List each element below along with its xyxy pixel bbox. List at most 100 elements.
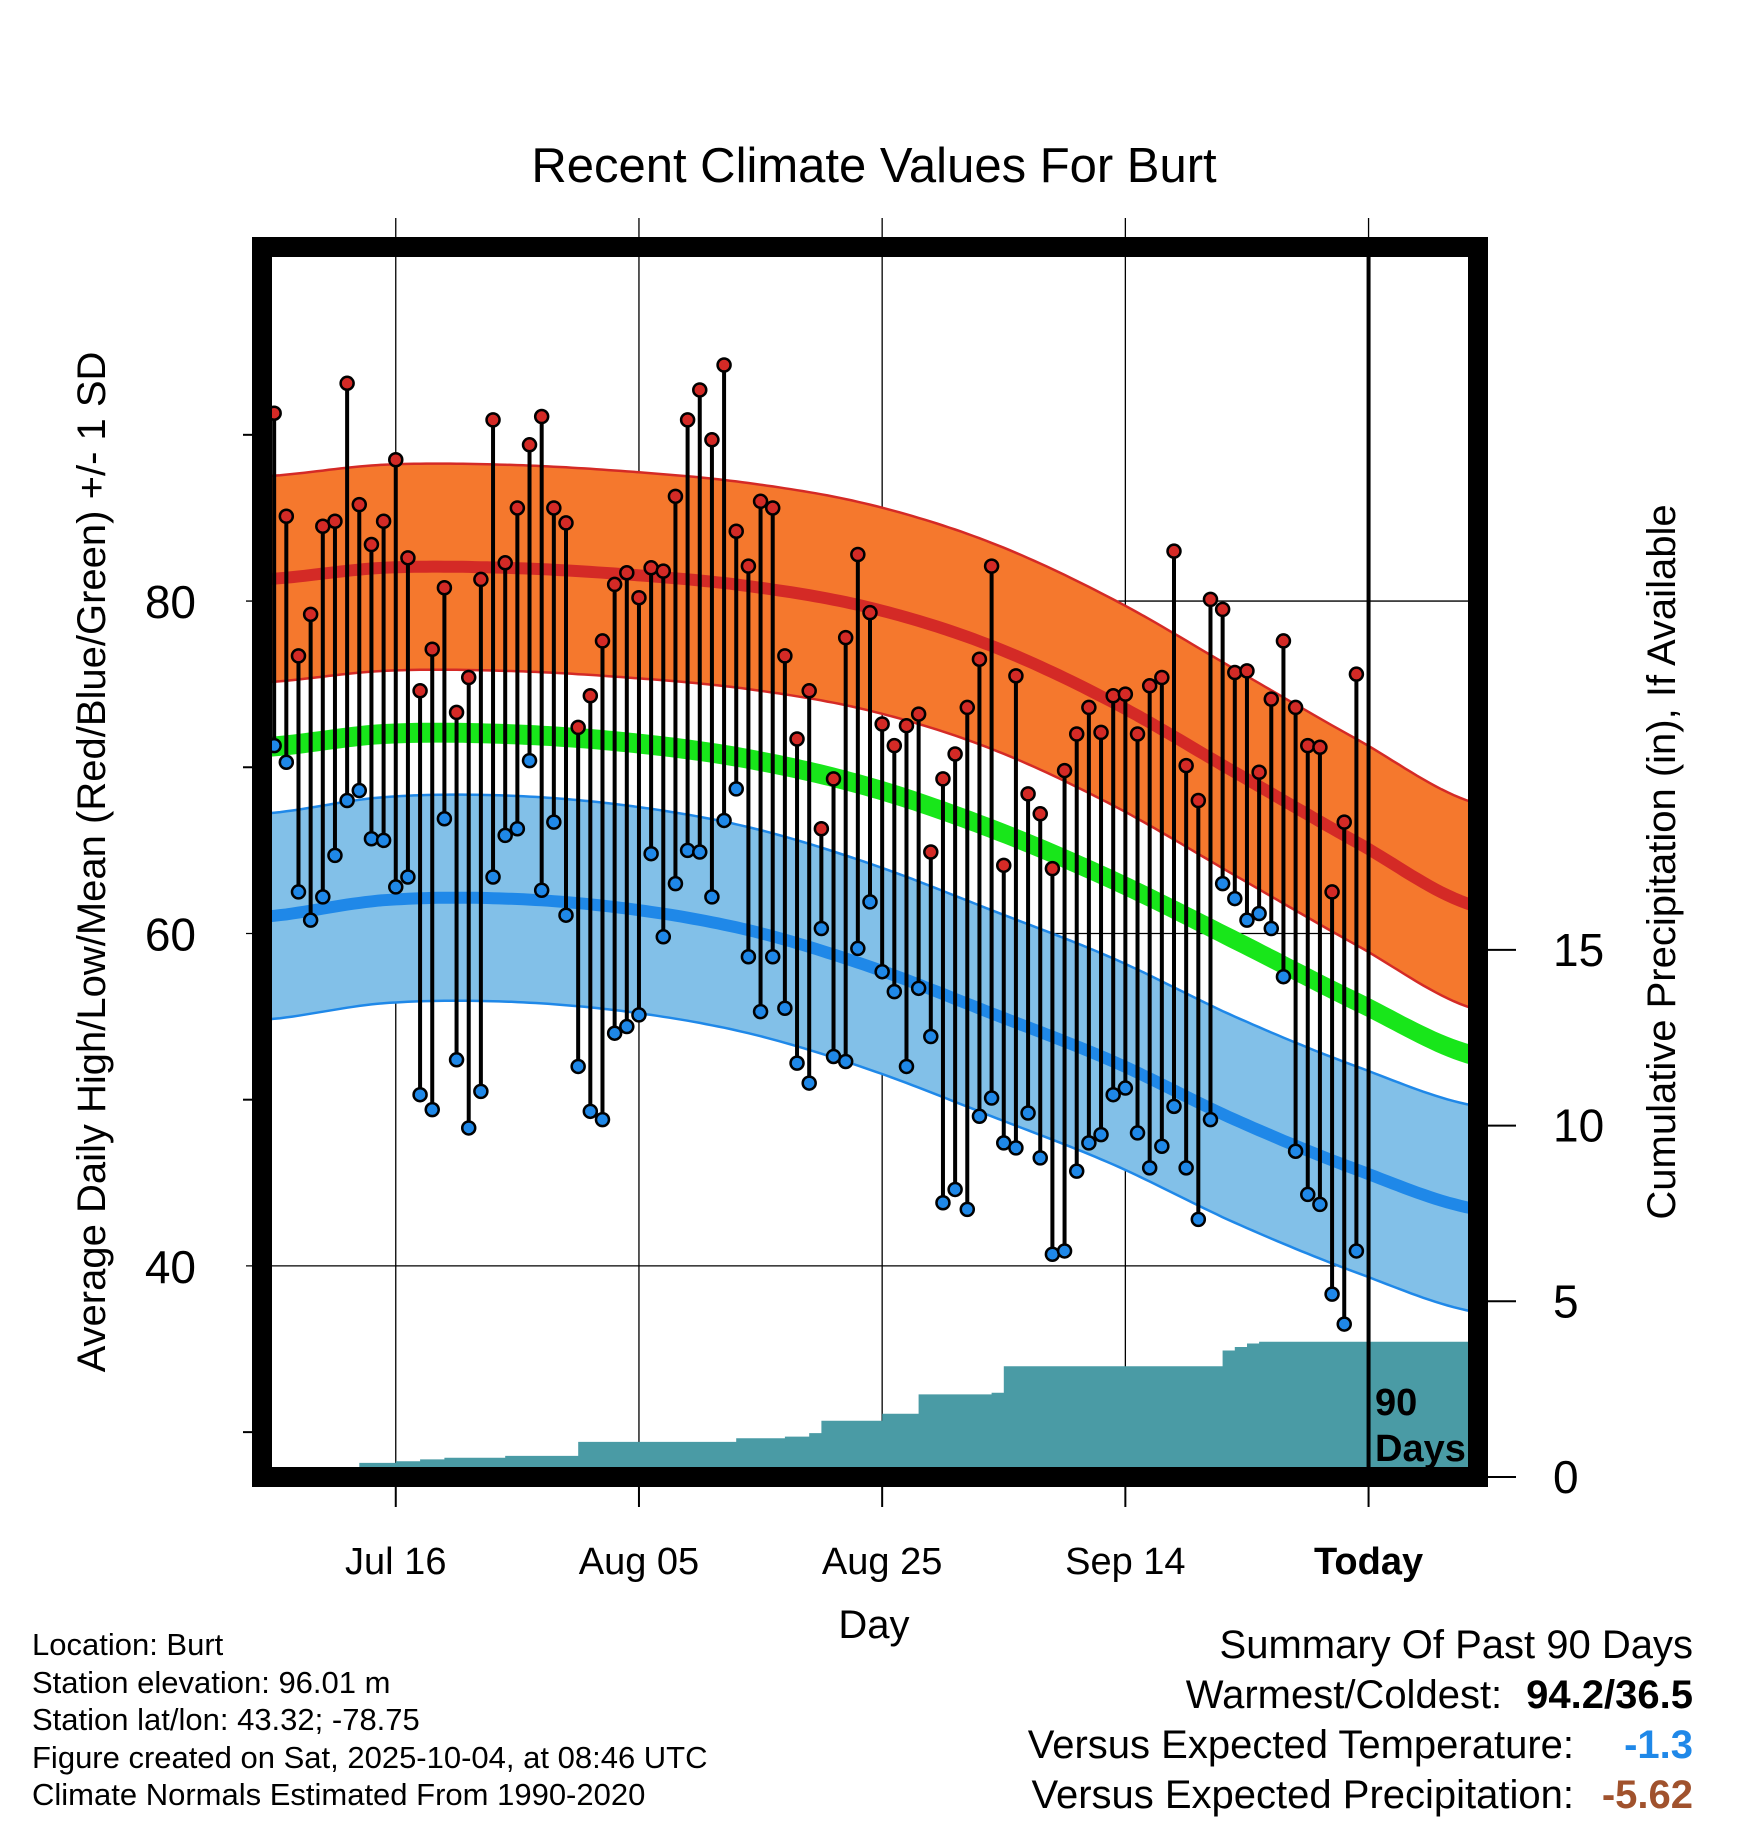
daily-high-point xyxy=(521,437,538,453)
daily-high-point xyxy=(1081,699,1097,716)
daily-high-point xyxy=(582,688,599,704)
daily-low-point xyxy=(497,827,513,844)
daily-low-point xyxy=(1178,1160,1194,1176)
daily-low-point xyxy=(910,980,927,997)
daily-low-point xyxy=(412,1086,428,1103)
x-tick-label: Sep 14 xyxy=(1065,1541,1185,1583)
daily-high-point xyxy=(619,565,635,581)
daily-high-point xyxy=(1300,737,1316,754)
daily-high-point xyxy=(1032,806,1048,822)
daily-high-point xyxy=(1020,786,1036,802)
summary-panel: Summary Of Past 90 Days Warmest/Coldest:… xyxy=(1028,1620,1693,1820)
daily-low-point xyxy=(862,894,878,910)
daily-low-point xyxy=(935,1194,951,1211)
daily-low-point xyxy=(874,963,890,980)
daily-high-point xyxy=(485,412,501,428)
y2-tick-label: 15 xyxy=(1553,924,1604,976)
summary-warmest-coldest: Warmest/Coldest: 94.2/36.5 xyxy=(1028,1670,1693,1720)
daily-low-point xyxy=(448,1052,465,1068)
daily-high-point xyxy=(1348,666,1365,682)
x-tick-label: Aug 25 xyxy=(822,1541,942,1583)
y-tick-label: 40 xyxy=(145,1241,196,1293)
daily-low-point xyxy=(485,869,501,885)
daily-high-point xyxy=(1202,591,1219,608)
daily-high-point xyxy=(558,515,574,531)
daily-low-point xyxy=(983,1090,1000,1106)
daily-low-point xyxy=(704,889,720,905)
daily-high-point xyxy=(327,513,343,530)
daily-high-point xyxy=(837,629,854,646)
summary-precipitation: Versus Expected Precipitation: -5.62 xyxy=(1028,1770,1693,1820)
daily-low-point xyxy=(971,1108,988,1125)
daily-high-point xyxy=(996,857,1012,874)
daily-high-point xyxy=(302,606,319,623)
daily-low-point xyxy=(327,847,343,864)
x-tick-label: Jul 16 xyxy=(345,1541,446,1583)
axes: Jul 16 Aug 05 Aug 25 Sep 14 Today 40 60 80 0 5 10 1… xyxy=(145,433,1604,1583)
daily-high-point xyxy=(497,555,513,571)
daily-low-point xyxy=(1190,1211,1207,1228)
warmest-coldest-value: 94.2/36.5 xyxy=(1526,1673,1693,1717)
daily-low-point xyxy=(363,830,380,847)
daily-high-point xyxy=(1044,860,1061,877)
daily-low-point xyxy=(1117,1080,1134,1096)
daily-low-point xyxy=(1227,890,1243,907)
daily-high-point xyxy=(473,571,489,588)
daily-high-point xyxy=(1154,669,1170,686)
daily-high-point xyxy=(1178,757,1194,774)
daily-low-point xyxy=(1166,1098,1182,1115)
daily-high-point xyxy=(704,432,720,448)
daily-low-point xyxy=(570,1058,586,1075)
daily-low-point xyxy=(837,1053,854,1070)
daily-high-point xyxy=(728,523,744,539)
daily-high-point xyxy=(339,375,355,392)
plot-frame xyxy=(252,237,1488,1487)
daily-high-point xyxy=(898,717,915,734)
summary-temperature: Versus Expected Temperature: -1.3 xyxy=(1028,1720,1693,1770)
daily-low-point xyxy=(692,844,708,860)
daily-low-point xyxy=(1093,1126,1109,1143)
precip-area xyxy=(274,1341,1478,1477)
daily-high-point xyxy=(375,513,392,530)
daily-low-point xyxy=(679,842,696,859)
chart-title: Recent Climate Values For Burt xyxy=(531,139,1217,193)
x-tick-label: Aug 05 xyxy=(579,1541,699,1583)
daily-low-point xyxy=(752,1003,769,1020)
daily-low-point xyxy=(886,983,903,1000)
daily-high-point xyxy=(412,683,428,699)
daily-low-point xyxy=(436,811,453,827)
x-axis-label: Day xyxy=(838,1603,909,1647)
daily-low-point xyxy=(1287,1143,1304,1159)
daily-high-point xyxy=(546,500,562,516)
daily-low-point xyxy=(923,1028,939,1045)
daily-low-point xyxy=(1263,920,1280,937)
daily-high-point xyxy=(1251,764,1267,780)
elevation-text: Station elevation: 96.01 m xyxy=(32,1664,391,1700)
temp-anomaly-label: Versus Expected Temperature: xyxy=(1027,1723,1574,1767)
daily-high-point xyxy=(1263,691,1280,707)
created-text: Figure created on Sat, 2025-10-04, at 08… xyxy=(32,1739,708,1775)
daily-low-point xyxy=(1202,1111,1219,1128)
daily-low-point xyxy=(558,907,574,923)
temp-anomaly-value: -1.3 xyxy=(1624,1723,1693,1767)
daily-low-point xyxy=(400,869,416,885)
daily-low-point xyxy=(473,1083,489,1100)
daily-high-point xyxy=(1312,739,1328,756)
daily-low-point xyxy=(789,1055,805,1071)
daily-high-point xyxy=(460,669,477,686)
daily-high-point xyxy=(801,683,817,699)
daily-high-point xyxy=(1093,724,1109,741)
daily-high-low-bars xyxy=(266,357,1365,1332)
daily-low-point xyxy=(777,1000,793,1017)
daily-high-point xyxy=(752,493,769,510)
daily-low-point xyxy=(1336,1316,1352,1332)
y2-tick-label: 0 xyxy=(1553,1451,1579,1503)
today-label-days: Days xyxy=(1375,1428,1466,1470)
daily-high-point xyxy=(923,844,939,860)
summary-title: Summary Of Past 90 Days xyxy=(1219,1623,1693,1667)
daily-low-point xyxy=(764,948,781,965)
y2-tick-label: 10 xyxy=(1553,1100,1604,1152)
daily-low-point xyxy=(947,1181,963,1198)
daily-low-point xyxy=(546,814,562,830)
